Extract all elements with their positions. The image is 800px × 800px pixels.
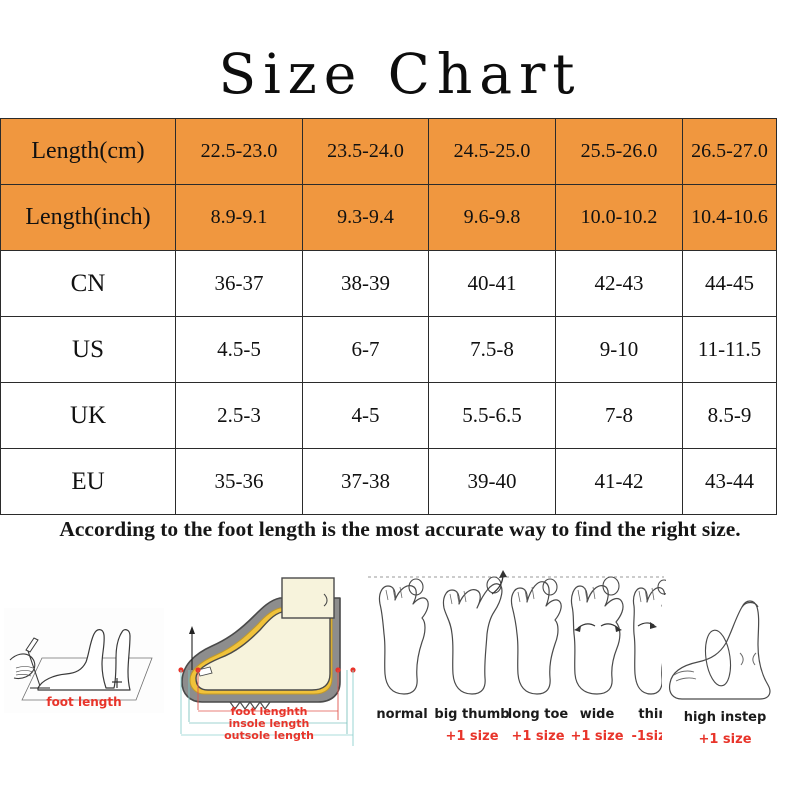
row-label-cn: CN — [0, 250, 176, 317]
cell-cn-4: 42-43 — [555, 250, 683, 317]
page-title: Size Chart — [218, 42, 582, 106]
shoe-label-foot-length: foot lenghth — [231, 705, 308, 718]
size-table: Length(cm) 22.5-23.0 23.5-24.0 24.5-25.0… — [0, 118, 777, 515]
table-row: Length(cm) 22.5-23.0 23.5-24.0 24.5-25.0… — [0, 118, 777, 185]
table-row: US 4.5-5 6-7 7.5-8 9-10 11-11.5 — [0, 316, 777, 383]
cell-length-inch-3: 9.6-9.8 — [428, 184, 556, 251]
foot-type-name-normal: normal — [376, 707, 427, 722]
foot-type-group: normal big thumb +1 size long to — [366, 560, 675, 755]
cell-eu-5: 43-44 — [682, 448, 777, 515]
cell-length-inch-1: 8.9-9.1 — [175, 184, 303, 251]
cell-cn-5: 44-45 — [682, 250, 777, 317]
row-label-us: US — [0, 316, 176, 383]
cell-length-cm-1: 22.5-23.0 — [175, 118, 303, 185]
cell-uk-2: 4-5 — [302, 382, 429, 449]
cell-length-inch-4: 10.0-10.2 — [555, 184, 683, 251]
shoe-label-insole-length: insole length — [229, 717, 310, 730]
foot-type-name-long-toe: long toe — [508, 707, 569, 722]
foot-type-adjust-wide: +1 size — [570, 729, 623, 744]
cell-cn-2: 38-39 — [302, 250, 429, 317]
table-row: UK 2.5-3 4-5 5.5-6.5 7-8 8.5-9 — [0, 382, 777, 449]
cell-us-4: 9-10 — [555, 316, 683, 383]
foot-type-name-big-thumb: big thumb — [434, 707, 509, 722]
cell-us-2: 6-7 — [302, 316, 429, 383]
row-label-length-cm: Length(cm) — [0, 118, 176, 185]
cell-us-3: 7.5-8 — [428, 316, 556, 383]
instep-label-adjust: +1 size — [698, 732, 751, 747]
foot-type-adjust-long-toe: +1 size — [511, 729, 564, 744]
illustration-strip: foot length — [0, 560, 800, 760]
instep-label-name: high instep — [684, 710, 767, 725]
cell-uk-5: 8.5-9 — [682, 382, 777, 449]
table-row: CN 36-37 38-39 40-41 42-43 44-45 — [0, 250, 777, 317]
row-label-uk: UK — [0, 382, 176, 449]
cell-us-5: 11-11.5 — [682, 316, 777, 383]
cell-uk-1: 2.5-3 — [175, 382, 303, 449]
cell-us-1: 4.5-5 — [175, 316, 303, 383]
footprint-long-toe-icon — [510, 578, 562, 695]
shoe-label-outsole-length: outsole length — [224, 729, 314, 742]
cell-length-inch-2: 9.3-9.4 — [302, 184, 429, 251]
high-instep-foot-icon: high instep +1 size — [662, 595, 797, 755]
cell-length-cm-5: 26.5-27.0 — [682, 118, 777, 185]
table-row: Length(inch) 8.9-9.1 9.3-9.4 9.6-9.8 10.… — [0, 184, 777, 251]
measure-panel-label: foot length — [46, 695, 121, 709]
foot-type-adjust-big-thumb: +1 size — [445, 729, 498, 744]
foot-type-name-thin: thin — [638, 707, 666, 722]
cell-length-inch-5: 10.4-10.6 — [682, 184, 777, 251]
measurement-caption: According to the foot length is the most… — [59, 517, 741, 541]
cell-length-cm-2: 23.5-24.0 — [302, 118, 429, 185]
cell-cn-3: 40-41 — [428, 250, 556, 317]
row-label-eu: EU — [0, 448, 176, 515]
cell-eu-4: 41-42 — [555, 448, 683, 515]
table-row: EU 35-36 37-38 39-40 41-42 43-44 — [0, 448, 777, 515]
footprint-big-thumb-icon — [442, 570, 507, 695]
cell-length-cm-3: 24.5-25.0 — [428, 118, 556, 185]
foot-type-name-wide: wide — [580, 707, 615, 722]
footprint-wide-icon — [570, 576, 624, 695]
cell-cn-1: 36-37 — [175, 250, 303, 317]
cell-eu-2: 37-38 — [302, 448, 429, 515]
footprint-normal-icon — [378, 578, 429, 695]
shoe-cross-section-icon: foot lenghth insole length outsole lengt… — [172, 570, 367, 755]
cell-eu-3: 39-40 — [428, 448, 556, 515]
hand-measuring-foot-icon: foot length — [4, 608, 164, 713]
cell-uk-4: 7-8 — [555, 382, 683, 449]
cell-uk-3: 5.5-6.5 — [428, 382, 556, 449]
cell-length-cm-4: 25.5-26.0 — [555, 118, 683, 185]
cell-eu-1: 35-36 — [175, 448, 303, 515]
row-label-length-inch: Length(inch) — [0, 184, 176, 251]
